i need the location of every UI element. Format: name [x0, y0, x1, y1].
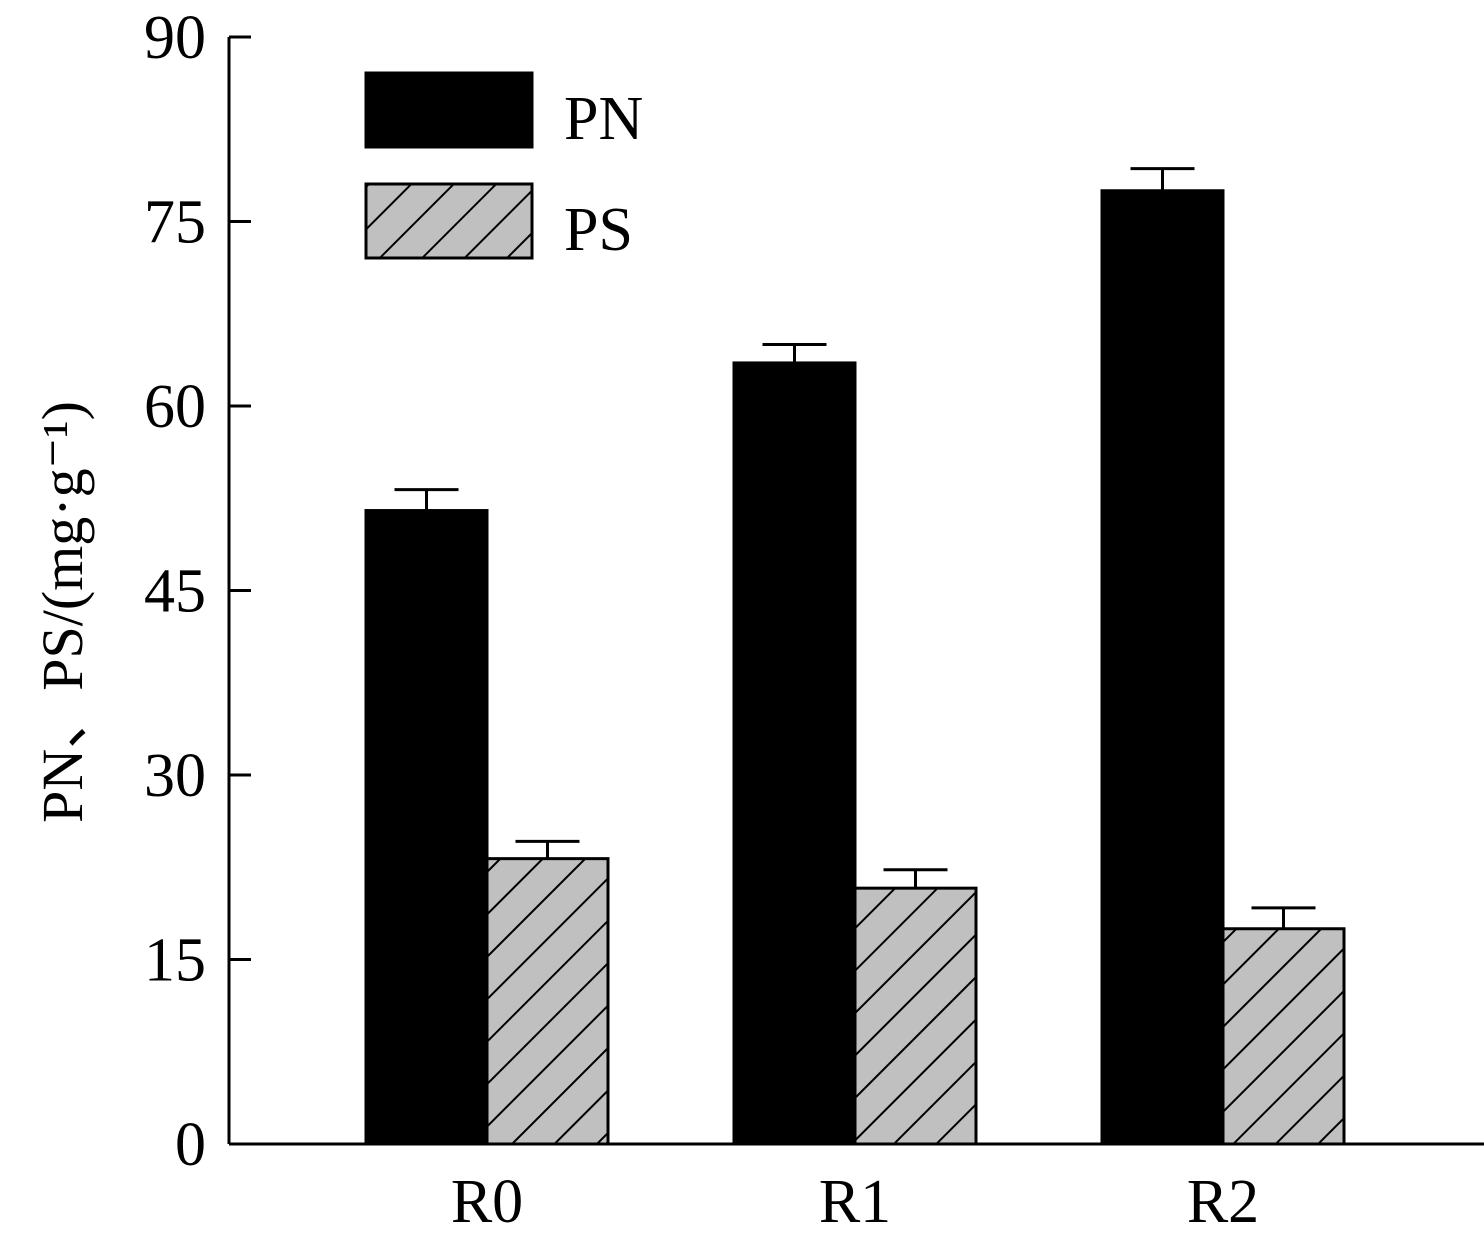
error-bars-layer — [394, 167, 1316, 929]
bar-ps-r1 — [853, 886, 978, 1146]
bar-pn-r0 — [364, 509, 489, 1146]
axes: R0 R1 R2 0 15 30 45 60 75 90 — [144, 4, 1484, 1236]
y-axis-label: PN、PS/(mg·g⁻¹) — [30, 401, 95, 823]
y-tick-label-90: 90 — [144, 4, 206, 72]
y-tick-label-45: 45 — [144, 558, 206, 626]
legend-label-pn: PN — [564, 85, 643, 153]
bar-ps-r2 — [1221, 927, 1346, 1146]
y-tick-label-30: 30 — [144, 742, 206, 810]
y-tick-label-60: 60 — [144, 373, 206, 441]
x-tick-label-r2: R2 — [1187, 1168, 1259, 1236]
legend: PN PS — [364, 71, 643, 264]
y-tick-label-75: 75 — [144, 189, 206, 257]
x-tick-label-r1: R1 — [819, 1168, 891, 1236]
legend-label-ps: PS — [564, 196, 633, 264]
bar-pn-r1 — [732, 361, 857, 1146]
bar-pn-r2 — [1100, 189, 1225, 1146]
y-tick-label-15: 15 — [144, 927, 206, 995]
bar-ps-r0 — [485, 857, 610, 1146]
legend-swatch-ps — [364, 182, 534, 260]
legend-swatch-pn — [364, 71, 534, 149]
y-tick-label-0: 0 — [175, 1111, 206, 1179]
bars-layer — [364, 189, 1346, 1146]
x-tick-label-r0: R0 — [451, 1168, 523, 1236]
